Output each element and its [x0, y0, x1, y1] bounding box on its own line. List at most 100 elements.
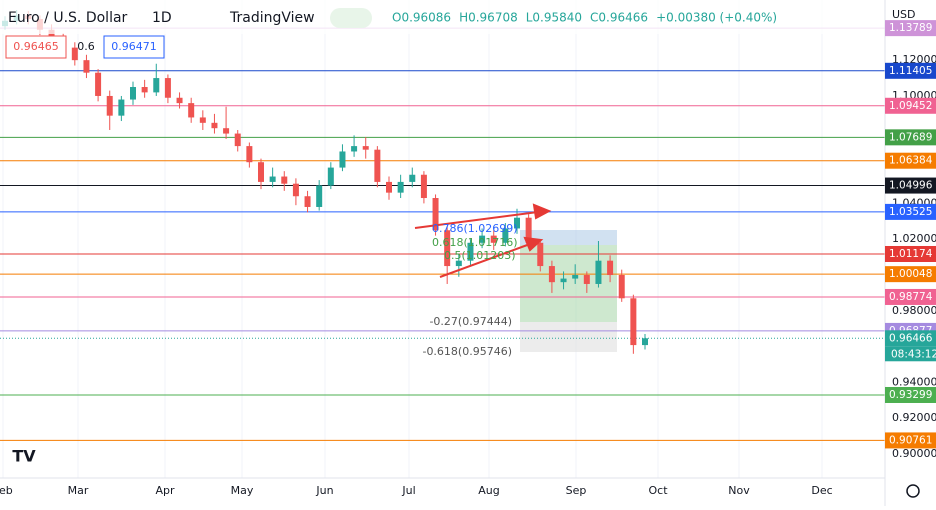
fib-label: -0.618(0.95746) [422, 345, 512, 358]
currency: USD [892, 8, 916, 21]
level-label: 1.01174 [889, 248, 933, 260]
level-label: 1.03525 [889, 206, 932, 218]
level-tag [885, 203, 936, 220]
candle-body [618, 275, 625, 299]
sell-box[interactable] [5, 35, 67, 59]
candle-body [141, 87, 148, 93]
x-tick-label: Apr [155, 484, 175, 497]
x-tick-label: Nov [728, 484, 750, 497]
candle-body [118, 99, 125, 116]
level-tag [885, 245, 936, 262]
fib-label: 0.618(1.01716) [432, 236, 518, 249]
candle-body [514, 217, 520, 229]
ohlc: O0.96086 H0.96708 L0.95840 C0.96466 +0.00380… [392, 11, 777, 25]
level-label: 1.00048 [889, 268, 932, 280]
level-label: 1.06384 [889, 155, 933, 167]
candle-body [281, 176, 288, 184]
candle-body [83, 60, 90, 73]
candle-body [351, 146, 358, 152]
candle-body [188, 103, 195, 118]
candle-body [176, 97, 183, 104]
candle-body [607, 260, 614, 276]
candle-body [304, 196, 311, 207]
candle-body [362, 146, 369, 150]
candle-body [386, 181, 392, 193]
x-tick-label: Jul [401, 484, 415, 497]
candle-body [467, 242, 474, 261]
settings-icon[interactable] [906, 484, 920, 498]
logo-mark: TV [12, 447, 36, 466]
candle-body [595, 260, 602, 284]
spread: 0.6 [77, 40, 95, 53]
candle-body [48, 29, 55, 39]
level-tag [885, 288, 936, 305]
ask: 0.96471 [111, 40, 157, 53]
level-tag [885, 177, 936, 194]
level-tag [885, 97, 936, 114]
buy-box[interactable] [103, 35, 165, 59]
symbol: Euro / U.S. Dollar [8, 10, 128, 26]
candle-body [211, 122, 218, 129]
x-axis: Feb Mar Apr May Jun Jul Aug Sep Oct Nov Dec [0, 484, 833, 497]
candle-body [374, 149, 381, 182]
level-tag [885, 62, 936, 79]
status-badge [330, 8, 372, 28]
candle-body [234, 133, 241, 147]
candle-body [327, 167, 334, 186]
candle-body [537, 242, 544, 267]
x-tick-label: Sep [566, 484, 587, 497]
candle-body [130, 87, 136, 100]
logo [6, 444, 42, 470]
candle-body [525, 217, 532, 243]
interval: 1D [152, 10, 172, 26]
level-label: 0.90761 [889, 434, 932, 446]
level-tag [885, 266, 936, 283]
candle-body [223, 128, 230, 134]
level-label: 0.98774 [889, 291, 933, 303]
candle-body [71, 47, 78, 61]
candle-body [269, 176, 276, 182]
bid: 0.96465 [13, 40, 59, 53]
ohlc-value: C0.96466 [590, 11, 648, 25]
candles [2, 10, 648, 354]
level-tag [885, 20, 936, 37]
fib-label: 0.5(1.01203) [444, 249, 516, 262]
candle-body [409, 174, 416, 182]
candle-body [258, 162, 264, 182]
x-tick-label: Dec [811, 484, 832, 497]
candle-body [246, 146, 253, 163]
fib-extension-zone [520, 322, 617, 352]
ohlc-value: +0.00380 (+0.40%) [656, 11, 777, 25]
x-tick-label: Aug [478, 484, 499, 497]
level-label: 1.09452 [889, 100, 932, 112]
arrow-line [439, 243, 531, 278]
candle-body [642, 338, 648, 346]
fib-label: 0.786(1.02699) [432, 222, 518, 235]
candle-body [444, 230, 451, 267]
level-label: 1.07689 [889, 131, 932, 143]
countdown: 08:43:12 [891, 348, 936, 360]
level-label: 1.13789 [889, 22, 932, 34]
candle-body [95, 72, 102, 96]
ohlc-value: L0.95840 [526, 11, 582, 25]
level-label: 0.96466 [889, 332, 933, 344]
fib-label: -0.27(0.97444) [429, 315, 512, 328]
source: TradingView [229, 10, 315, 26]
arrow-head [532, 203, 552, 220]
countdown-tag [885, 346, 936, 362]
level-tag [885, 330, 936, 347]
candle-body [560, 278, 567, 283]
header-bg [0, 0, 885, 34]
x-tick-label: Oct [648, 484, 668, 497]
y-tick-label: 0.90000 [892, 447, 936, 460]
y-axis: 1.120001.100001.040001.020000.980000.940… [885, 20, 936, 460]
y-tick-label: 1.02000 [892, 232, 936, 245]
x-tick-label: Jun [315, 484, 333, 497]
x-tick-label: Mar [68, 484, 89, 497]
candle-body [153, 78, 160, 93]
candle-body [397, 181, 404, 193]
candle-body [548, 266, 555, 283]
candle-body [432, 198, 439, 231]
arrow-head [523, 236, 544, 252]
